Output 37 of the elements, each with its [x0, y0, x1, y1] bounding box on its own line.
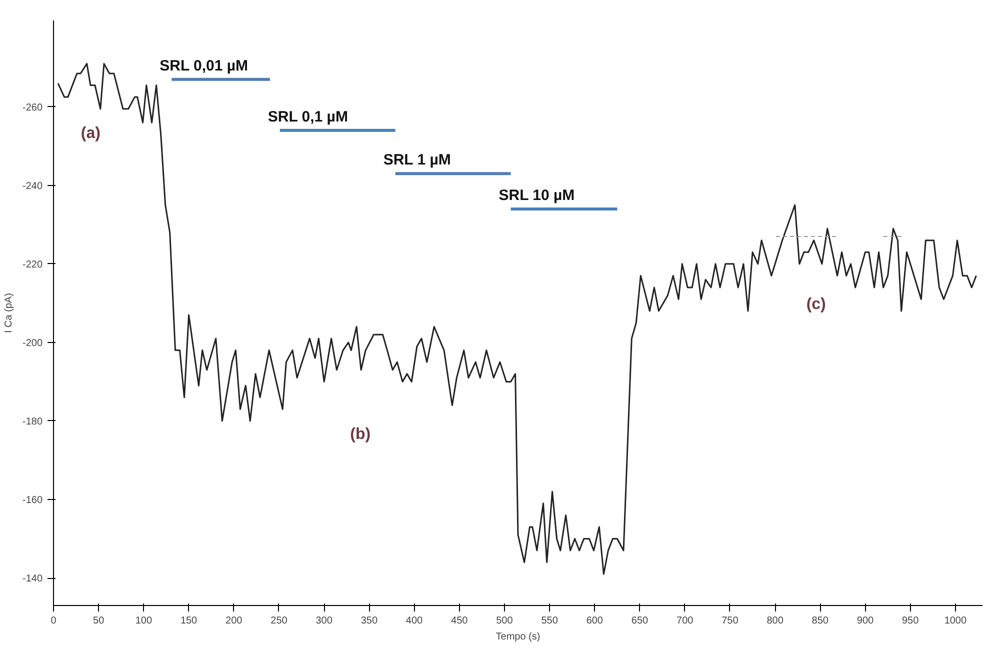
y-axis-title: I Ca (pA): [3, 292, 14, 334]
x-tick-label: 400: [406, 616, 424, 626]
y-tick-label: -200: [22, 338, 43, 349]
x-tick-label: 750: [722, 616, 739, 626]
x-tick-label: 650: [631, 616, 649, 626]
series-label: SRL 0,01 µM: [160, 57, 248, 74]
x-tick-label: 900: [856, 616, 874, 626]
x-axis-title: Tempo (s): [496, 632, 540, 642]
annotation: (a): [80, 125, 100, 142]
y-tick-label: -240: [22, 180, 43, 192]
x-tick-label: 50: [93, 616, 105, 626]
x-tick-label: 500: [496, 616, 514, 626]
x-tick-label: 550: [541, 616, 558, 626]
x-tick-label: 800: [766, 616, 784, 626]
y-tick-label: -160: [22, 494, 43, 506]
x-tick-label: 250: [270, 616, 288, 626]
x-tick-label: 600: [586, 616, 604, 626]
x-tick-label: 100: [135, 616, 152, 626]
x-tick-label: 1000: [944, 616, 968, 626]
y-tick-label: -220: [22, 259, 43, 270]
x-tick-label: 950: [902, 616, 920, 626]
x-tick-label: 450: [451, 616, 468, 626]
series-label: SRL 1 µM: [383, 152, 451, 169]
x-tick-label: 850: [812, 616, 829, 626]
annotation: (b): [350, 426, 371, 443]
x-tick-label: 150: [180, 616, 198, 626]
annotation: (c): [806, 296, 826, 314]
y-tick-label: -140: [22, 574, 43, 585]
x-tick-label: 0: [50, 616, 57, 626]
x-tick-label: 300: [316, 616, 333, 626]
x-tick-label: 350: [360, 616, 378, 626]
series-label: SRL 10 µM: [498, 186, 575, 204]
y-tick-label: -180: [22, 416, 43, 428]
y-tick-label: -260: [22, 102, 43, 114]
x-tick-label: 200: [226, 616, 243, 626]
x-tick-label: 700: [676, 616, 694, 626]
series-label: SRL 0,1 µM: [268, 108, 348, 126]
